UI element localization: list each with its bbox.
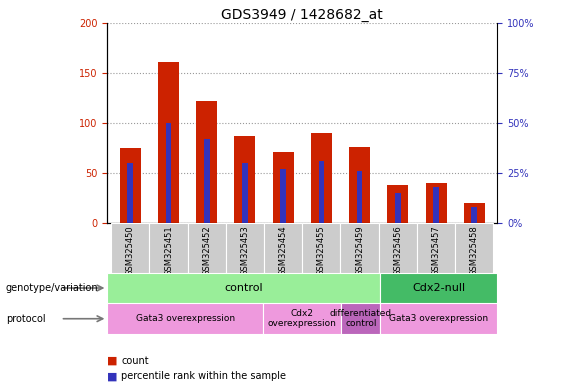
Text: GSM325453: GSM325453 xyxy=(241,225,249,276)
Text: Cdx2
overexpression: Cdx2 overexpression xyxy=(268,309,337,328)
Bar xyxy=(471,207,477,223)
Bar xyxy=(379,223,417,273)
Text: GSM325457: GSM325457 xyxy=(432,225,441,276)
Text: Gata3 overexpression: Gata3 overexpression xyxy=(136,314,235,323)
Bar xyxy=(149,223,188,273)
Text: Cdx2-null: Cdx2-null xyxy=(412,283,466,293)
Text: GSM325454: GSM325454 xyxy=(279,225,288,276)
Bar xyxy=(264,223,302,273)
Text: count: count xyxy=(121,356,149,366)
Bar xyxy=(120,148,141,223)
Bar xyxy=(395,193,401,223)
Bar xyxy=(107,273,380,303)
Bar xyxy=(273,152,294,223)
Bar xyxy=(319,161,324,223)
Bar xyxy=(107,303,263,334)
Text: GSM325456: GSM325456 xyxy=(393,225,402,276)
Bar xyxy=(242,163,248,223)
Text: protocol: protocol xyxy=(6,314,45,324)
Text: ■: ■ xyxy=(107,371,118,381)
Text: differentiated
control: differentiated control xyxy=(330,309,392,328)
Bar xyxy=(280,169,286,223)
Bar xyxy=(425,183,446,223)
Bar xyxy=(380,303,497,334)
Bar xyxy=(433,187,439,223)
Bar xyxy=(226,223,264,273)
Text: percentile rank within the sample: percentile rank within the sample xyxy=(121,371,286,381)
Text: GSM325459: GSM325459 xyxy=(355,225,364,276)
Bar xyxy=(302,223,341,273)
Bar xyxy=(388,185,408,223)
Text: GSM325455: GSM325455 xyxy=(317,225,326,276)
Bar xyxy=(455,223,493,273)
Bar xyxy=(111,223,149,273)
Title: GDS3949 / 1428682_at: GDS3949 / 1428682_at xyxy=(221,8,383,22)
Text: genotype/variation: genotype/variation xyxy=(6,283,98,293)
Bar xyxy=(357,171,363,223)
Text: GSM325458: GSM325458 xyxy=(470,225,479,276)
Bar xyxy=(158,62,179,223)
Bar xyxy=(311,133,332,223)
Bar xyxy=(341,223,379,273)
Bar xyxy=(380,273,497,303)
Bar xyxy=(464,203,485,223)
Text: Gata3 overexpression: Gata3 overexpression xyxy=(389,314,488,323)
Bar xyxy=(263,303,341,334)
Bar xyxy=(341,303,380,334)
Bar xyxy=(196,101,217,223)
Bar xyxy=(349,147,370,223)
Bar xyxy=(204,139,210,223)
Bar xyxy=(188,223,226,273)
Text: GSM325451: GSM325451 xyxy=(164,225,173,276)
Text: GSM325450: GSM325450 xyxy=(126,225,135,276)
Text: GSM325452: GSM325452 xyxy=(202,225,211,276)
Bar xyxy=(234,136,255,223)
Bar xyxy=(417,223,455,273)
Bar xyxy=(166,123,171,223)
Text: ■: ■ xyxy=(107,356,118,366)
Bar xyxy=(128,163,133,223)
Text: control: control xyxy=(224,283,263,293)
